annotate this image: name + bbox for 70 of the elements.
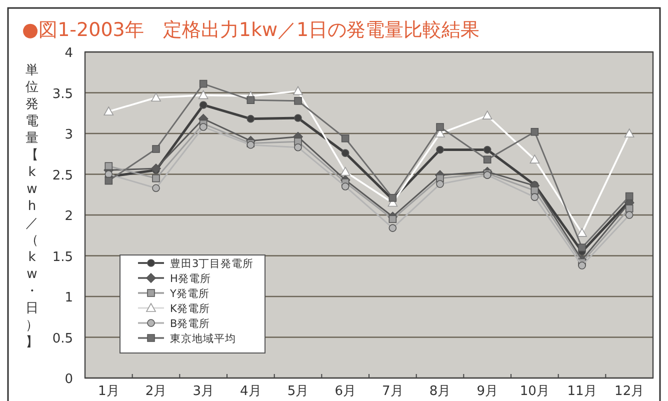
point [530,128,539,136]
point [625,211,634,219]
point [624,128,634,138]
legend-label: Y発電所 [169,287,210,300]
point [104,176,113,185]
text: 単位発電量【kwh／（kw・日）】 [26,63,38,350]
x-tick-label: 12月 [614,384,644,399]
point [436,123,444,131]
point [104,162,113,170]
point [152,184,160,192]
point [198,90,208,100]
x-tick-label: 5月 [287,384,309,399]
point [293,86,303,96]
point [578,244,586,252]
x-tick-label: 10月 [520,384,550,399]
y-tick-label: 4 [64,46,73,61]
y-tick-label: 1.5 [52,250,73,265]
point [578,262,586,270]
point [388,215,397,223]
point [152,174,160,182]
point [294,143,302,152]
point [341,149,350,157]
point [388,224,397,232]
point [625,192,634,200]
y-tick-label: 2.5 [52,168,73,184]
chart-title: ●図1-2003年 定格出力1kw／1日の発電量比較結果 [22,19,480,41]
point [199,101,208,109]
point [341,134,350,142]
y-tick-label: 0 [64,372,73,387]
x-tick-label: 9月 [476,384,498,399]
point [151,92,161,102]
point [340,166,350,176]
point [436,146,444,154]
point [625,204,634,212]
point [151,164,161,174]
x-tick-label: 1月 [98,384,120,399]
point [483,156,492,164]
point [483,146,492,154]
point [530,186,539,194]
x-tick-label: 6月 [334,384,356,399]
y-tick-label: 3 [64,128,73,142]
point [436,180,444,188]
point [341,182,350,190]
point [152,145,160,153]
x-tick-label: 8月 [429,384,451,399]
point [246,114,255,123]
point [294,114,302,122]
y-tick-label: 3.5 [52,86,73,102]
y-tick-label: 2 [64,209,73,224]
point [199,80,208,88]
point [530,154,540,164]
x-tick-label: 11月 [567,384,597,399]
point [577,228,587,237]
y-tick-label: 1 [64,290,73,306]
point [482,110,492,120]
legend-label: H発電所 [170,272,211,285]
point [104,106,114,116]
point [294,97,302,105]
legend-label: 東京地域平均 [170,332,236,345]
point [530,193,539,201]
legend-label: K発電所 [170,302,210,315]
y-tick-label: 0.5 [52,331,73,346]
x-tick-label: 2月 [145,384,167,399]
x-tick-label: 4月 [240,384,262,399]
x-tick-label: 3月 [192,384,214,399]
point [246,96,255,104]
x-tick-label: 7月 [382,384,404,399]
legend-label: 豊田3丁目発電所 [170,257,254,270]
legend-label: B発電所 [170,317,210,330]
point [199,123,208,131]
